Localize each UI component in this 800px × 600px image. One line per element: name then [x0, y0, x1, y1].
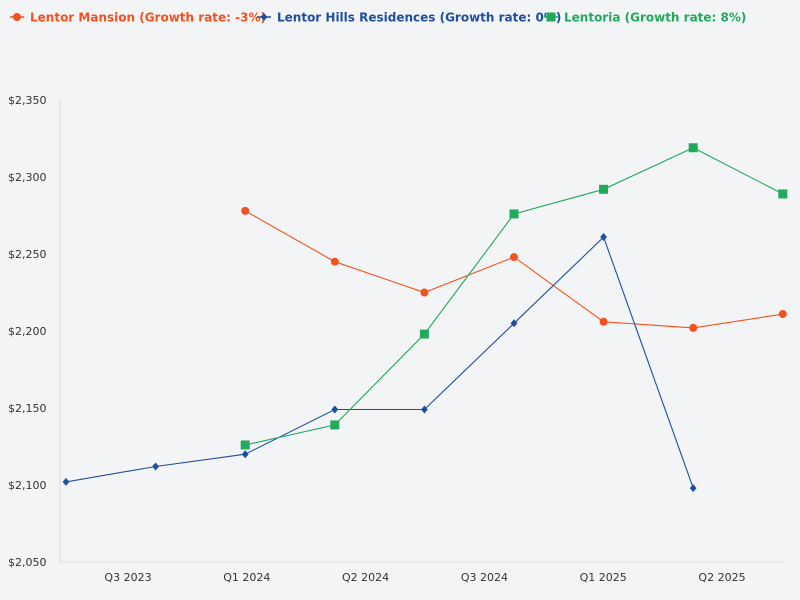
- legend-item-2[interactable]: Lentor Hills Residences (Growth rate: 0%…: [257, 11, 561, 25]
- legend-label: Lentor Hills Residences (Growth rate: 0%…: [277, 11, 561, 25]
- data-point: [152, 462, 159, 471]
- legend-label: Lentor Mansion (Growth rate: -3%): [30, 11, 266, 25]
- y-tick-label: $2,250: [8, 248, 47, 261]
- data-point: [330, 420, 340, 430]
- x-tick-label: Q3 2024: [461, 571, 508, 584]
- series-1: [241, 206, 787, 332]
- x-tick-label: Q3 2023: [104, 571, 151, 584]
- series-line: [244, 210, 783, 329]
- data-point: [420, 288, 429, 297]
- data-point: [330, 257, 339, 266]
- data-point: [241, 450, 249, 459]
- data-point: [689, 484, 697, 493]
- y-tick-label: $2,200: [8, 325, 47, 338]
- y-tick-label: $2,050: [8, 556, 47, 569]
- data-point: [688, 143, 698, 153]
- x-tick-label: Q2 2025: [698, 571, 745, 584]
- data-point: [510, 253, 518, 262]
- axes: $2,050 $2,100 $2,150 $2,200 $2,250 $2,300 $2,3…: [8, 94, 784, 584]
- legend-marker: [260, 13, 268, 21]
- data-point: [241, 206, 250, 215]
- data-point: [419, 329, 429, 339]
- x-tick-label: Q1 2024: [223, 571, 270, 584]
- legend-item-1[interactable]: Lentor Mansion (Growth rate: -3%): [10, 11, 266, 25]
- series-2: [62, 233, 697, 493]
- series-3: [240, 143, 788, 450]
- legend: Lentor Mansion (Growth rate: -3%) Lentor …: [10, 11, 746, 25]
- data-point: [509, 209, 519, 219]
- data-point: [689, 323, 698, 332]
- data-point: [599, 317, 608, 326]
- y-tick-label: $2,300: [8, 171, 47, 184]
- data-point: [599, 184, 609, 194]
- data-point: [510, 319, 518, 328]
- series-line: [65, 236, 694, 489]
- y-tick-label: $2,150: [8, 402, 47, 415]
- data-point: [778, 310, 787, 319]
- data-point: [331, 405, 339, 414]
- series-layer: [62, 143, 788, 493]
- legend-marker: [13, 13, 21, 21]
- x-tick-label: Q1 2025: [580, 571, 627, 584]
- legend-marker: [546, 12, 556, 22]
- data-point: [421, 405, 428, 414]
- series-line: [245, 147, 784, 446]
- y-tick-label: $2,350: [8, 94, 47, 107]
- legend-label: Lentoria (Growth rate: 8%): [564, 11, 746, 25]
- data-point: [62, 477, 70, 486]
- x-tick-label: Q2 2024: [342, 571, 389, 584]
- data-point: [778, 189, 788, 199]
- y-tick-label: $2,100: [8, 479, 47, 492]
- data-point: [240, 440, 250, 450]
- data-point: [600, 233, 607, 242]
- legend-item-3[interactable]: Lentoria (Growth rate: 8%): [544, 11, 746, 25]
